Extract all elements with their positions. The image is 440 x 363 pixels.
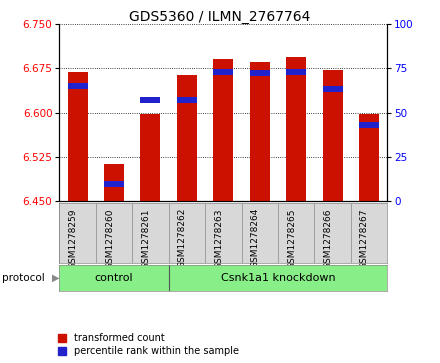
Text: protocol: protocol [2,273,45,283]
Bar [140,114,161,201]
Text: GSM1278261: GSM1278261 [141,208,150,269]
Bar [286,69,306,74]
Bar [104,181,124,187]
Text: GSM1278267: GSM1278267 [360,208,369,269]
Bar [250,62,270,201]
Bar [359,114,379,201]
Bar [177,97,197,103]
Text: GSM1278259: GSM1278259 [69,208,77,269]
Bar [323,86,343,92]
Bar [68,83,88,89]
Text: GSM1278264: GSM1278264 [251,208,260,269]
Text: control: control [95,273,133,283]
Bar [323,70,343,201]
Bar [104,164,124,201]
Bar [213,59,233,201]
Text: ▶: ▶ [52,273,59,283]
Bar [68,72,88,201]
Legend: transformed count, percentile rank within the sample: transformed count, percentile rank withi… [58,333,239,356]
Text: GSM1278266: GSM1278266 [323,208,333,269]
Text: GSM1278263: GSM1278263 [214,208,223,269]
Bar [286,57,306,201]
Bar [250,70,270,76]
Text: GDS5360 / ILMN_2767764: GDS5360 / ILMN_2767764 [129,10,311,24]
Bar [359,122,379,128]
Text: Csnk1a1 knockdown: Csnk1a1 knockdown [220,273,335,283]
Bar [213,69,233,74]
Bar [177,75,197,201]
Text: GSM1278260: GSM1278260 [105,208,114,269]
Text: GSM1278265: GSM1278265 [287,208,296,269]
Bar [140,97,161,103]
Text: GSM1278262: GSM1278262 [178,208,187,269]
